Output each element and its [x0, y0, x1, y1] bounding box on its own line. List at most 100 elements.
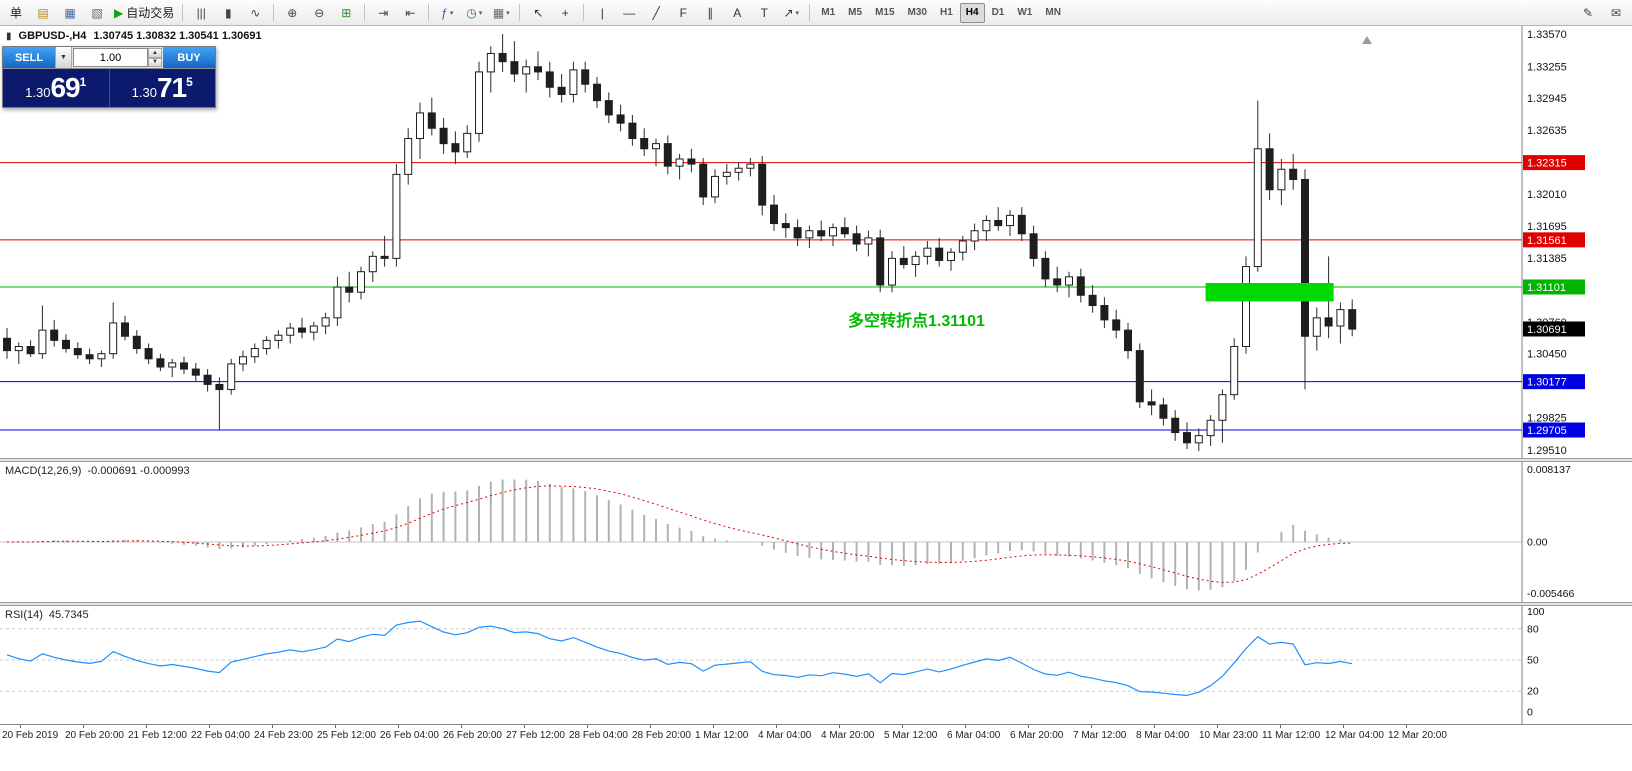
price-chart[interactable]: 多空转折点1.31101 1.33570 1.33255 1.32945 1.32635…	[0, 26, 1632, 458]
trendline-icon[interactable]: ╱	[652, 5, 660, 20]
lot-increase-button[interactable]: ▲	[148, 48, 162, 58]
timeframe-H1[interactable]: H1	[939, 7, 953, 18]
channels-icon[interactable]: ∥	[707, 5, 714, 20]
price-chart-panel: 多空转折点1.31101 1.33570 1.33255 1.32945 1.32635…	[0, 26, 1632, 458]
time-label: 4 Mar 20:00	[821, 730, 875, 741]
new-chart-icon[interactable]: ▤	[37, 5, 49, 20]
periods-icon[interactable]: ◷ ▾	[466, 5, 483, 20]
new-order-button[interactable]: 单	[9, 6, 22, 20]
time-tick	[1406, 725, 1407, 728]
time-label: 26 Feb 20:00	[443, 730, 502, 741]
time-label: 22 Feb 04:00	[191, 730, 250, 741]
svg-text:1.33570: 1.33570	[1527, 29, 1567, 41]
highlight-rectangle[interactable]	[1205, 282, 1334, 302]
macd-indicator-label: MACD(12,26,9) -0.000691 -0.000993	[5, 465, 190, 477]
toolbar-separator	[583, 4, 585, 21]
indicators-icon[interactable]: ƒ ▾	[441, 5, 454, 20]
svg-text:1.33255: 1.33255	[1527, 61, 1567, 73]
chart-shift-marker[interactable]	[1362, 36, 1372, 44]
macd-chart[interactable]: 0.008137 0.00 -0.005466	[0, 462, 1632, 602]
toolbar-separator	[364, 4, 366, 21]
autotrading-button[interactable]: ▶ 自动交易	[114, 5, 175, 21]
zoom-in-icon[interactable]: ⊕	[287, 5, 298, 20]
buy-price-display[interactable]: 1.30 71 5	[110, 69, 216, 107]
mail-icon[interactable]: ✉	[1610, 5, 1622, 20]
sell-price-big: 69	[50, 72, 80, 103]
price-scale[interactable]: 1.33570 1.33255 1.32945 1.32635 1.32010 1.316…	[1521, 26, 1585, 458]
time-label: 1 Mar 12:00	[695, 730, 749, 741]
profiles-icon[interactable]: ▦	[64, 5, 76, 20]
turning-point-annotation[interactable]: 多空转折点1.31101	[848, 311, 985, 330]
lot-dropdown-button[interactable]: ▼	[55, 47, 72, 68]
cursor-icon[interactable]: ↖	[533, 5, 544, 20]
svg-text:-0.005466: -0.005466	[1527, 588, 1574, 600]
macd-values: -0.000691 -0.000993	[87, 465, 190, 477]
time-label: 25 Feb 12:00	[317, 730, 376, 741]
panel-splitter[interactable]	[0, 602, 1632, 606]
buy-price-base: 1.30	[131, 85, 157, 100]
svg-text:0: 0	[1527, 707, 1533, 719]
time-label: 5 Mar 12:00	[884, 730, 938, 741]
timeframe-M5[interactable]: M5	[848, 7, 863, 18]
templates-icon[interactable]: ▦ ▾	[492, 5, 510, 20]
svg-text:1.32945: 1.32945	[1527, 93, 1567, 105]
text-icon[interactable]: A	[733, 5, 742, 20]
sell-button[interactable]: SELL	[3, 47, 55, 68]
line-chart-icon[interactable]: ∿	[250, 5, 261, 20]
timeframe-M30[interactable]: M30	[907, 7, 927, 18]
timeframe-M15[interactable]: M15	[875, 7, 895, 18]
timeframe-D1[interactable]: D1	[991, 7, 1005, 18]
buy-price-pip: 5	[186, 75, 193, 89]
vertical-line-icon[interactable]: |	[600, 5, 604, 20]
horizontal-line-icon[interactable]: —	[623, 5, 636, 20]
lot-size-input[interactable]: 1.00	[73, 48, 148, 67]
chart-shift-icon[interactable]: ⇤	[405, 5, 416, 20]
time-tick	[20, 725, 21, 728]
panel-splitter[interactable]	[0, 458, 1632, 462]
candlestick-chart-icon[interactable]: ▮	[224, 5, 232, 20]
auto-scroll-icon[interactable]: ⇥	[378, 5, 389, 20]
time-tick	[1343, 725, 1344, 728]
toolbar-separator	[519, 4, 521, 21]
time-tick	[461, 725, 462, 728]
text-label-icon[interactable]: T	[760, 5, 768, 20]
timeframe-W1[interactable]: W1	[1017, 7, 1033, 18]
lot-decrease-button[interactable]: ▼	[148, 57, 162, 67]
time-label: 8 Mar 04:00	[1136, 730, 1190, 741]
svg-text:1.31561: 1.31561	[1527, 235, 1567, 247]
rsi-chart[interactable]: 100 80 50 20 0	[0, 606, 1632, 724]
timeframe-H4[interactable]: H4	[959, 2, 985, 23]
time-axis[interactable]: 20 Feb 2019 20 Feb 20:00 21 Feb 12:00 22 Fe…	[0, 724, 1632, 771]
time-label: 26 Feb 04:00	[380, 730, 439, 741]
price-divider	[108, 69, 110, 107]
sell-price-pip: 1	[79, 75, 87, 89]
sell-price-display[interactable]: 1.30 69 1	[3, 69, 109, 107]
time-label: 28 Feb 20:00	[632, 730, 691, 741]
bar-chart-icon[interactable]: |||	[196, 5, 206, 20]
time-tick	[83, 725, 84, 728]
buy-price-big: 71	[156, 72, 187, 103]
svg-text:1.32635: 1.32635	[1527, 125, 1567, 137]
buy-button[interactable]: BUY	[163, 47, 215, 68]
crosshair-icon[interactable]: +	[561, 5, 569, 20]
svg-text:1.29510: 1.29510	[1527, 445, 1567, 457]
svg-text:1.31695: 1.31695	[1527, 221, 1567, 233]
tile-windows-icon[interactable]: ⊞	[341, 5, 352, 20]
zoom-out-icon[interactable]: ⊖	[314, 5, 325, 20]
macd-scale[interactable]: 0.008137 0.00 -0.005466	[1521, 462, 1574, 602]
data-window-icon[interactable]: ▧	[91, 5, 103, 20]
svg-text:1.30450: 1.30450	[1527, 349, 1567, 361]
rsi-line	[6, 620, 1353, 697]
fibonacci-icon[interactable]: F	[679, 5, 687, 20]
time-label: 24 Feb 23:00	[254, 730, 313, 741]
arrows-icon[interactable]: ↗ ▾	[783, 5, 800, 20]
timeframe-MN[interactable]: MN	[1045, 7, 1061, 18]
rsi-scale[interactable]: 100 80 50 20 0	[1521, 606, 1545, 724]
toolbar-separator	[428, 4, 430, 21]
svg-text:0.00: 0.00	[1527, 537, 1548, 549]
toolbar-separator	[273, 4, 275, 21]
timeframe-M1[interactable]: M1	[821, 7, 836, 18]
pencil-icon[interactable]: ✎	[1582, 5, 1594, 20]
lot-spinner: ▲ ▼	[148, 48, 162, 67]
